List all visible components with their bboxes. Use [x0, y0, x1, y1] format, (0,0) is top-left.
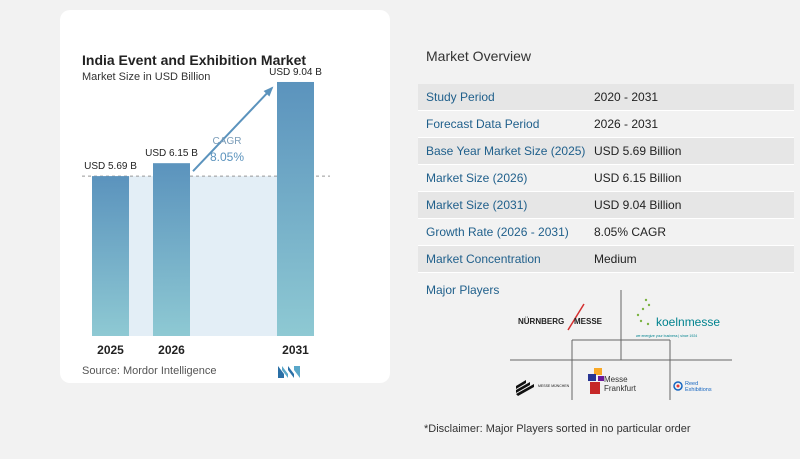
bar-2025: [92, 176, 129, 336]
overview-row: Growth Rate (2026 - 2031) 8.05% CAGR: [418, 219, 794, 246]
koelnmesse-logo: koelnmesse we energize your business | s…: [636, 298, 720, 338]
overview-row-label: Growth Rate (2026 - 2031): [426, 225, 569, 239]
overview-row-value: USD 5.69 Billion: [594, 144, 682, 158]
nurnberg-text: NÜRNBERG: [518, 317, 564, 326]
overview-row-value: Medium: [594, 252, 637, 266]
market-overview-title: Market Overview: [426, 48, 532, 64]
overview-row-label: Market Size (2026): [426, 171, 528, 185]
overview-row: Forecast Data Period 2026 - 2031: [418, 111, 794, 138]
overview-row: Study Period 2020 - 2031: [418, 84, 794, 111]
overview-row: Market Concentration Medium: [418, 246, 794, 273]
cagr-arrow: [192, 87, 273, 172]
overview-row: Base Year Market Size (2025) USD 5.69 Bil…: [418, 138, 794, 165]
overview-row-label: Market Size (2031): [426, 198, 528, 212]
overview-row-label: Forecast Data Period: [426, 117, 540, 131]
major-players-logos: NÜRNBERG MESSE koelnmesse we energize yo…: [510, 290, 732, 400]
chart-subtitle: Market Size in USD Billion: [82, 71, 211, 83]
overview-row-value: USD 6.15 Billion: [594, 171, 682, 185]
overview-row-label: Market Concentration: [426, 252, 541, 266]
major-players-title: Major Players: [426, 283, 500, 297]
koelnmesse-tagline: we energize your business | since 1924: [636, 334, 697, 338]
chart-card: India Event and Exhibition Market Market…: [60, 10, 390, 383]
overview-row-label: Study Period: [426, 90, 495, 104]
messe-frankfurt-text-1: Messe: [604, 375, 628, 384]
cagr-arrowhead: [263, 86, 274, 97]
overview-row-label: Base Year Market Size (2025): [426, 144, 586, 158]
mordor-intelligence-logo: [278, 366, 300, 378]
disclaimer-text: *Disclaimer: Major Players sorted in no …: [424, 423, 691, 435]
messe-text: MESSE: [574, 317, 603, 326]
nurnberg-messe-logo: NÜRNBERG MESSE: [518, 303, 603, 331]
reed-exhibitions-logo: Reed Exhibitions: [673, 381, 712, 393]
bar-2026: [153, 163, 190, 336]
overview-row-value: 2020 - 2031: [594, 90, 659, 104]
koelnmesse-text: koelnmesse: [656, 315, 720, 329]
overview-row: Market Size (2031) USD 9.04 Billion: [418, 192, 794, 219]
overview-row: Market Size (2026) USD 6.15 Billion: [418, 165, 794, 192]
reed-text-2: Exhibitions: [685, 387, 712, 393]
messe-frankfurt-text-2: Frankfurt: [604, 384, 637, 393]
overview-row-value: 2026 - 2031: [594, 117, 659, 131]
bar-value-label-2031: USD 9.04 B: [269, 67, 322, 78]
cagr-label: CAGR: [213, 136, 242, 147]
chart-title: India Event and Exhibition Market: [82, 52, 307, 68]
bar-value-label-2025: USD 5.69 B: [84, 161, 137, 172]
overview-row-value: 8.05% CAGR: [594, 225, 667, 239]
x-tick-label-2025: 2025: [97, 343, 124, 357]
reed-text-1: Reed: [685, 381, 698, 387]
bar-value-label-2026: USD 6.15 B: [145, 148, 198, 159]
bar-chart: USD 5.69 B 2025 USD 6.15 B 2026 USD 9.04 B 20…: [82, 67, 330, 357]
messe-muenchen-logo: MESSE MÜNCHEN: [516, 380, 570, 396]
overview-row-value: USD 9.04 Billion: [594, 198, 682, 212]
source-text: Source: Mordor Intelligence: [82, 365, 217, 377]
messe-frankfurt-logo: Messe Frankfurt: [588, 368, 637, 394]
cagr-value: 8.05%: [210, 150, 244, 164]
bar-2031: [277, 81, 314, 336]
messe-muenchen-text: MESSE MÜNCHEN: [538, 384, 570, 388]
x-tick-label-2026: 2026: [158, 343, 185, 357]
x-tick-label-2031: 2031: [282, 343, 309, 357]
market-overview-table: Study Period 2020 - 2031 Forecast Data Per…: [418, 84, 794, 273]
